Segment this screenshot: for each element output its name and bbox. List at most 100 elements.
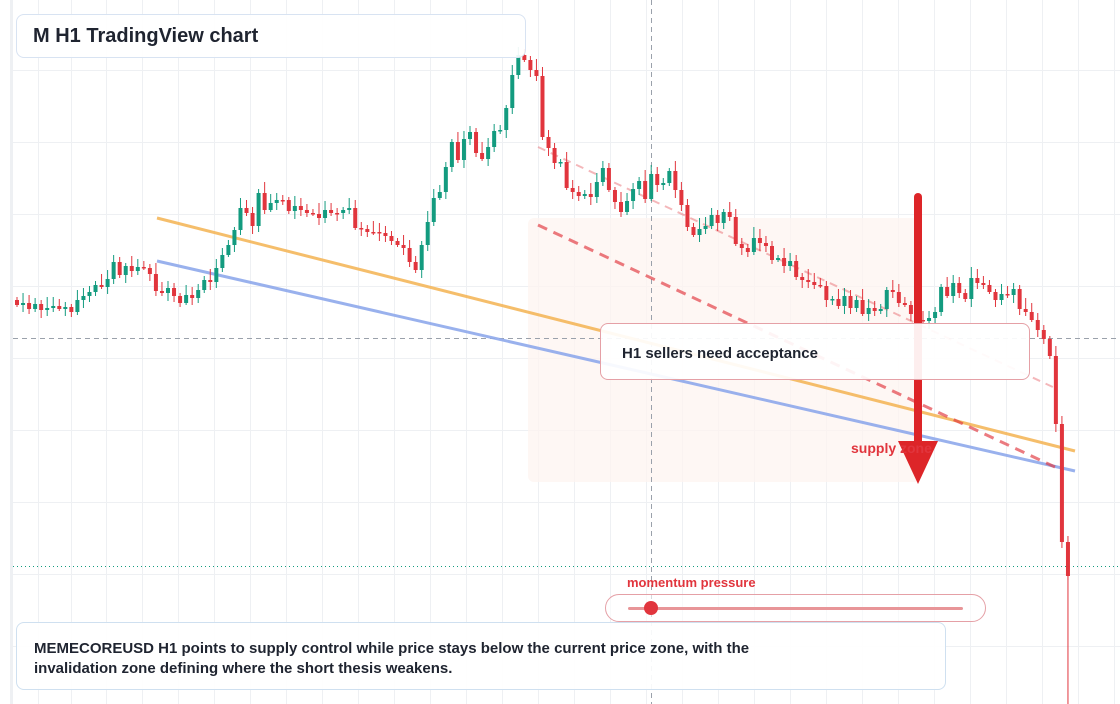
candle-body <box>872 308 877 311</box>
candle-body <box>836 299 841 306</box>
candle-111 <box>685 199 690 231</box>
candle-body <box>848 296 853 308</box>
candle-146 <box>896 284 901 307</box>
candle-154 <box>945 277 950 298</box>
candle-65 <box>407 240 412 267</box>
candle-body <box>908 305 913 314</box>
candle-20 <box>135 259 140 275</box>
candle-62 <box>389 231 394 245</box>
candle-body <box>637 181 642 189</box>
candle-139 <box>854 296 859 312</box>
candle-body <box>528 60 533 70</box>
candle-161 <box>987 280 992 294</box>
candle-body <box>564 162 569 188</box>
candle-body <box>63 307 68 309</box>
candle-body <box>45 308 50 310</box>
candle-body <box>757 238 762 243</box>
momentum-label: momentum pressure <box>627 575 756 590</box>
candle-body <box>510 75 515 108</box>
candle-body <box>21 303 26 305</box>
candle-body <box>226 245 231 255</box>
candle-body <box>449 142 454 167</box>
candle-body <box>75 300 80 312</box>
candle-body <box>1065 542 1070 576</box>
candle-157 <box>963 289 968 302</box>
candle-13 <box>93 281 98 296</box>
candle-51 <box>323 201 328 223</box>
candle-body <box>667 171 672 183</box>
candle-92 <box>570 180 575 199</box>
candle-body <box>987 285 992 292</box>
candle-body <box>1041 330 1046 339</box>
candle-102 <box>631 183 636 209</box>
candle-body <box>486 147 491 159</box>
candle-body <box>643 181 648 199</box>
candle-150 <box>921 311 925 324</box>
candle-body <box>824 286 829 300</box>
candle-body <box>884 290 889 309</box>
candle-body <box>830 299 835 301</box>
candle-134 <box>824 281 829 307</box>
candle-body <box>999 294 1004 300</box>
candle-body <box>703 226 708 229</box>
candle-body <box>178 296 183 303</box>
candle-167 <box>1023 298 1028 316</box>
summary-box: MEMECOREUSD H1 points to supply control … <box>16 622 946 690</box>
candle-body <box>993 292 998 300</box>
candle-body <box>1017 289 1022 309</box>
candle-body <box>298 206 303 210</box>
candle-body <box>413 262 418 270</box>
candle-body <box>751 238 756 252</box>
candle-57 <box>359 222 364 236</box>
candle-40 <box>256 189 261 232</box>
candle-105 <box>649 165 654 201</box>
candle-series <box>15 47 1070 704</box>
candle-body <box>685 205 690 227</box>
callout-text: H1 sellers need acceptance <box>622 345 818 362</box>
candle-body <box>383 233 388 236</box>
candle-9 <box>69 304 74 317</box>
candle-6 <box>51 297 56 312</box>
candle-36 <box>232 227 237 252</box>
candle-48 <box>304 204 309 217</box>
candle-81 <box>504 105 509 138</box>
candle-body <box>709 215 714 226</box>
candle-body <box>600 168 605 182</box>
candle-body <box>323 210 328 218</box>
candle-47 <box>298 198 303 216</box>
candle-132 <box>812 273 817 289</box>
candle-170 <box>1041 325 1046 344</box>
candle-body <box>57 306 62 309</box>
candle-55 <box>347 198 352 214</box>
candle-body <box>1053 356 1058 424</box>
candle-73 <box>455 132 460 163</box>
chart-title-box: M H1 TradingView chart <box>16 14 526 58</box>
candle-19 <box>129 256 134 277</box>
candle-body <box>655 174 660 185</box>
candle-body <box>782 258 787 266</box>
candle-body <box>679 190 684 205</box>
candle-98 <box>606 163 611 192</box>
candle-body <box>625 201 630 212</box>
candle-17 <box>117 257 122 278</box>
candle-118 <box>727 202 732 221</box>
candle-body <box>739 244 744 248</box>
candle-43 <box>274 193 279 210</box>
candle-100 <box>619 192 623 217</box>
candle-71 <box>443 162 448 199</box>
candle-153 <box>939 284 944 316</box>
candle-body <box>866 308 871 314</box>
candle-body <box>153 274 158 291</box>
candle-86 <box>534 59 539 81</box>
candle-3 <box>33 298 38 312</box>
candle-61 <box>383 226 388 242</box>
candle-156 <box>957 277 962 298</box>
candle-body <box>202 280 207 290</box>
candle-body <box>697 229 702 235</box>
candle-body <box>896 292 901 303</box>
candle-76 <box>474 128 479 157</box>
candle-body <box>353 208 358 228</box>
candle-54 <box>341 207 346 219</box>
candle-body <box>359 228 364 230</box>
